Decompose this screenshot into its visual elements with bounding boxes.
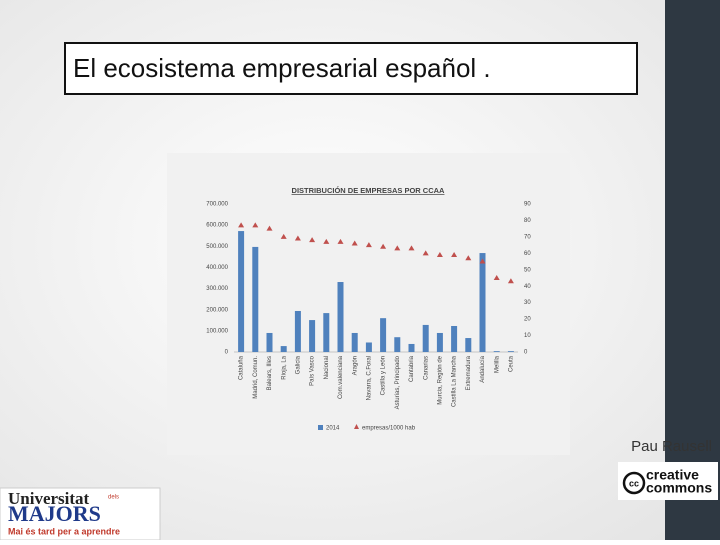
y2-tick-label: 70 — [524, 234, 531, 240]
y2-tick-label: 60 — [524, 251, 531, 257]
triangle-marker — [479, 258, 486, 264]
x-tick-label: Extremadura — [466, 355, 472, 390]
legend-label: 2014 — [326, 426, 340, 432]
y-tick-label: 400.000 — [206, 265, 228, 271]
triangle-marker — [451, 251, 458, 257]
bar — [323, 313, 330, 352]
triangle-marker — [294, 235, 301, 241]
bar — [436, 332, 443, 352]
logo-tagline: Mai és tard per a aprendre — [8, 526, 120, 536]
x-tick-label: Melilla — [494, 355, 500, 373]
cc-icon — [622, 471, 646, 495]
y-tick-label: 700.000 — [206, 202, 228, 208]
bar — [337, 282, 344, 352]
legend-swatch — [318, 425, 323, 430]
triangle-marker — [266, 225, 273, 231]
x-tick-label: Balears, Illes — [267, 356, 273, 390]
bar — [493, 351, 500, 352]
bar — [252, 246, 259, 352]
plot: 0 100.000 200.000 300.000 400.000 500.000 600.… — [206, 202, 531, 432]
bar — [280, 346, 287, 352]
bar — [294, 310, 301, 352]
x-tick-label: Nacional — [324, 356, 330, 379]
triangle-marker — [507, 278, 514, 284]
x-tick-label: Cataluña — [239, 355, 245, 380]
x-tick-label: Cantabria — [409, 355, 415, 382]
triangle-marker — [252, 222, 259, 228]
triangle-marker — [365, 242, 372, 248]
triangle-marker — [309, 237, 316, 243]
x-tick-label: Madrid, Comun. — [253, 356, 259, 399]
logo-name-2: MAJORS — [8, 501, 101, 526]
x-tick-label: Rioja, La — [281, 355, 287, 379]
triangle-marker — [351, 240, 358, 246]
bar — [479, 253, 486, 352]
legend-swatch — [354, 424, 359, 429]
y2-tick-label: 30 — [524, 300, 531, 306]
triangle-marker — [337, 238, 344, 244]
cc-word-1: creative — [646, 467, 699, 483]
bar — [408, 343, 415, 352]
y2-tick-label: 80 — [524, 218, 531, 224]
bar — [394, 337, 401, 352]
bar — [465, 338, 472, 352]
x-tick-label: Galicia — [295, 355, 301, 374]
bar — [380, 318, 387, 352]
y-tick-label: 100.000 — [206, 328, 228, 334]
y2-tick-label: 10 — [524, 333, 531, 339]
y-tick-label: 600.000 — [206, 223, 228, 229]
x-tick-label: Murcia, Región de — [437, 355, 443, 404]
bar — [238, 231, 245, 352]
bar — [365, 342, 372, 352]
y2-tick-label: 20 — [524, 317, 531, 323]
slide-title: El ecosistema empresarial español . — [73, 53, 491, 83]
triangle-marker — [380, 243, 387, 249]
triangle-marker — [408, 245, 415, 251]
x-tick-label: Aragón — [352, 356, 358, 375]
cc-icon-text: cc — [629, 478, 639, 488]
bar — [451, 325, 458, 352]
y-tick-label: 200.000 — [206, 307, 228, 313]
bar — [266, 332, 273, 352]
bar — [351, 332, 358, 352]
logo-name: Universitat — [8, 489, 90, 508]
y2-tick-label: 90 — [524, 202, 531, 208]
side-bar — [665, 0, 720, 540]
y-tick-label: 500.000 — [206, 244, 228, 250]
y-tick-label: 0 — [225, 350, 229, 356]
triangle-marker — [422, 250, 429, 256]
x-tick-label: Asturias, Principado — [395, 355, 401, 409]
x-tick-label: Ceuta — [508, 355, 514, 372]
y-tick-label: 300.000 — [206, 286, 228, 292]
y2-tick-label: 50 — [524, 267, 531, 273]
triangle-marker — [493, 275, 500, 280]
triangle-marker — [280, 233, 287, 239]
triangle-marker — [465, 255, 472, 261]
x-tick-label: Andalucía — [480, 355, 486, 382]
bar — [507, 351, 514, 352]
x-tick-label: Com.valenciana — [338, 355, 344, 399]
x-tick-label: Castilla La Mancha — [452, 355, 458, 407]
x-tick-label: Castilla y León — [381, 356, 387, 395]
logo-box — [0, 487, 161, 541]
x-tick-label: País Vasco — [310, 355, 316, 386]
chart-panel — [167, 153, 570, 455]
bar — [309, 320, 316, 352]
triangle-marker — [394, 245, 401, 251]
legend-label: empresas/1000 hab — [362, 426, 416, 432]
y2-tick-label: 40 — [524, 284, 531, 290]
triangle-marker — [436, 251, 443, 257]
x-tick-label: Navarra, C.Foral — [366, 356, 372, 400]
title-box — [64, 42, 638, 95]
cc-word-2: commons — [646, 480, 712, 496]
author: Pau Rausell — [631, 438, 712, 455]
x-tick-label: Canarias — [423, 356, 429, 380]
logo-small: dels — [108, 495, 119, 501]
triangle-marker — [238, 222, 245, 228]
triangle-marker — [323, 238, 330, 244]
chart-title: DISTRIBUCIÓN DE EMPRESAS POR CCAA — [292, 186, 446, 195]
bar — [422, 324, 429, 352]
y2-tick-label: 0 — [524, 350, 528, 356]
